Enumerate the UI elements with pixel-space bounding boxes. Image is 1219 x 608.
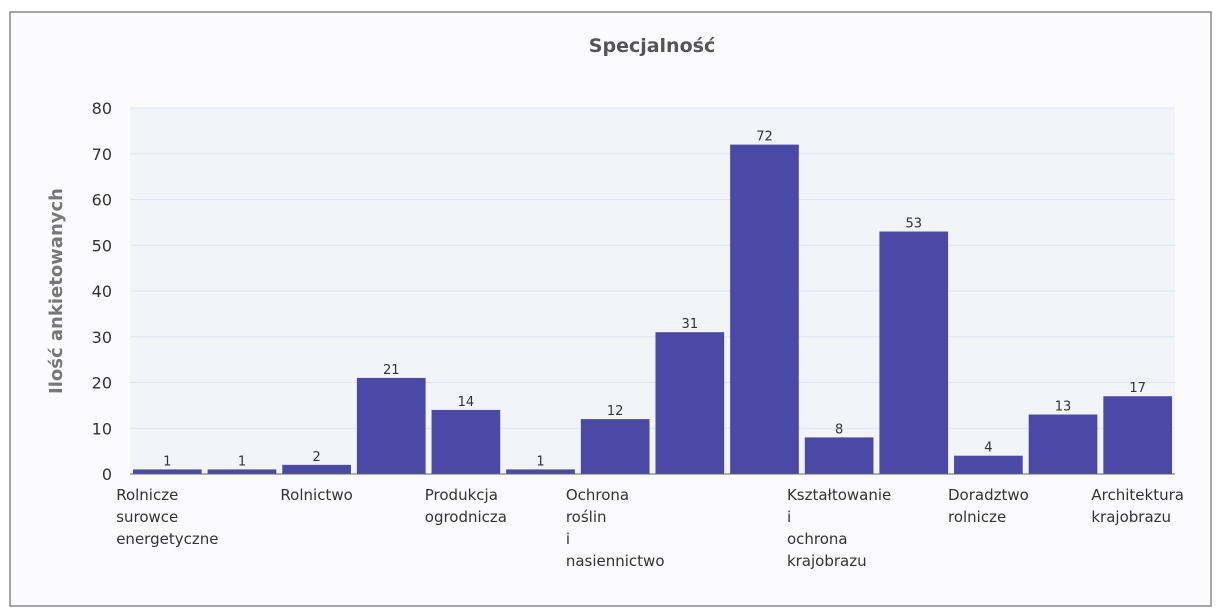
y-tick-label: 80: [92, 99, 112, 118]
x-tick-label: Kształtowanie i ochrona krajobrazu: [787, 486, 891, 570]
bar: [132, 469, 202, 474]
value-label: 31: [682, 317, 699, 332]
x-tick-label: Rolnictwo: [280, 486, 352, 504]
x-tick-label: Doradztwo rolnicze: [948, 486, 1029, 526]
y-tick-label: 60: [92, 191, 112, 210]
x-tick-label: Rolnicze surowce energetyczne: [116, 486, 218, 548]
bar: [879, 231, 949, 474]
bar: [282, 464, 351, 474]
value-label: 17: [1129, 381, 1146, 396]
y-axis-label: Ilość ankietowanych: [46, 188, 67, 394]
bar: [506, 469, 575, 474]
y-tick-label: 70: [92, 145, 112, 164]
bar: [804, 437, 874, 474]
y-tick-label: 0: [102, 465, 112, 484]
x-tick-label: Architektura krajobrazu: [1091, 486, 1184, 526]
value-label: 2: [312, 450, 320, 465]
value-label: 13: [1055, 400, 1072, 415]
bar: [655, 332, 725, 474]
bar: [1103, 396, 1173, 474]
bar: [730, 144, 799, 474]
value-label: 8: [835, 422, 843, 437]
x-tick-label: Produkcja ogrodnicza: [425, 486, 507, 526]
value-label: 4: [984, 441, 992, 456]
value-label: 21: [383, 363, 400, 378]
bar: [356, 377, 426, 474]
y-tick-label: 30: [92, 328, 112, 347]
y-tick-label: 10: [92, 419, 112, 438]
bar: [207, 469, 277, 474]
value-label: 14: [458, 395, 475, 410]
value-label: 1: [238, 454, 246, 469]
x-tick-label: Ochrona roślin i nasiennictwo: [566, 486, 665, 570]
value-label: 12: [607, 404, 624, 419]
bar: [431, 409, 501, 474]
bar: [954, 455, 1023, 474]
value-label: 53: [905, 217, 922, 232]
value-label: 1: [536, 454, 544, 469]
bar: [580, 419, 650, 474]
chart-title: Specjalność: [589, 35, 715, 57]
value-label: 72: [756, 130, 773, 145]
y-tick-label: 20: [92, 374, 112, 393]
y-tick-label: 40: [92, 282, 112, 301]
bar: [1028, 414, 1098, 474]
y-tick-label: 50: [92, 236, 112, 255]
value-label: 1: [163, 454, 171, 469]
